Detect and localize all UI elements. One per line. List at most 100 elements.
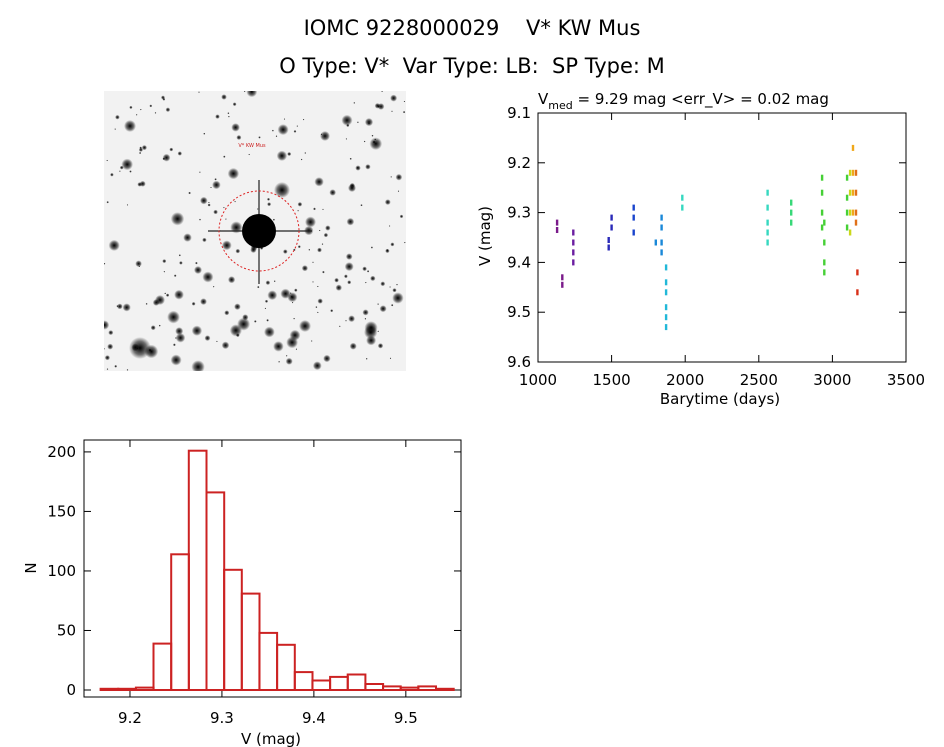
star [369,137,383,150]
star [114,364,118,368]
star [349,342,357,350]
star [312,361,322,371]
star [384,199,391,206]
star [173,343,176,347]
lc-point [632,229,635,236]
lc-point [607,244,610,251]
hist-bar [223,568,243,691]
lc-ytick-label: 9.4 [507,253,531,271]
star [278,360,280,363]
star [389,357,392,360]
star [104,355,110,361]
star [392,288,397,293]
star [215,114,220,119]
lc-point [820,209,824,216]
star [291,301,294,304]
lc-ytick-label: 9.3 [507,204,531,222]
star [404,241,406,244]
hist-bar [117,687,137,691]
star [377,330,380,333]
star [302,118,305,121]
star [345,319,347,322]
histogram-xlabel: V (mag) [241,730,301,747]
lc-point [561,274,564,281]
star [323,354,331,363]
lc-xtick-label: 1500 [593,371,631,389]
star [199,218,201,221]
lc-point [845,174,849,181]
hist-bar [329,675,349,692]
star [208,201,210,204]
target-circle [218,190,300,272]
lc-xtick-label: 3000 [813,371,851,389]
star [334,277,339,283]
lc-point [660,224,663,231]
light-curve-title: Vmed = 9.29 mag <err_V> = 0.02 mag [538,90,829,112]
light-curve-xlabel: Barytime (days) [660,390,780,408]
star [271,129,274,132]
star [129,105,133,109]
star [115,114,120,120]
stars-layer [104,91,406,371]
star [228,276,236,284]
star [305,216,316,228]
star [236,135,242,140]
star [370,275,376,282]
star [235,333,240,338]
lc-point [607,237,610,243]
star [145,302,148,305]
star [308,248,311,251]
star [295,348,298,351]
star [314,177,324,187]
star [170,212,185,226]
star [104,262,106,265]
star [287,292,298,303]
star [353,102,356,104]
star [364,118,374,127]
hist-bar [293,671,314,691]
star [344,274,348,279]
star [365,281,367,284]
hist-bar [276,643,296,691]
lc-point [848,169,852,176]
star [235,248,241,254]
star [213,209,218,215]
star [315,306,318,309]
lc-point [820,174,824,181]
lc-point [845,209,849,216]
star [322,270,325,274]
star [392,292,404,304]
star [267,197,270,201]
star [221,240,232,251]
star [283,118,286,120]
bright-star [124,120,136,132]
star [256,208,259,210]
star [273,341,284,352]
lc-ytick-label: 9.1 [507,104,531,122]
star [285,357,293,365]
lc-point [572,229,575,236]
hist-bar [170,553,190,691]
star [158,324,161,327]
star [141,145,147,151]
lc-point [790,219,793,226]
star [310,340,313,342]
star [162,157,166,161]
star [294,288,298,292]
hist-bar [205,491,226,691]
star [325,225,331,231]
star [330,309,334,313]
star [264,299,269,303]
star [200,298,207,305]
star [161,95,165,100]
lc-point [660,239,663,246]
hist-ytick-label: 100 [47,562,76,580]
star [162,259,167,264]
star [203,132,206,135]
star [225,218,227,220]
lc-point [766,204,769,211]
star [137,182,142,187]
lc-point [848,189,852,196]
star [399,214,404,219]
